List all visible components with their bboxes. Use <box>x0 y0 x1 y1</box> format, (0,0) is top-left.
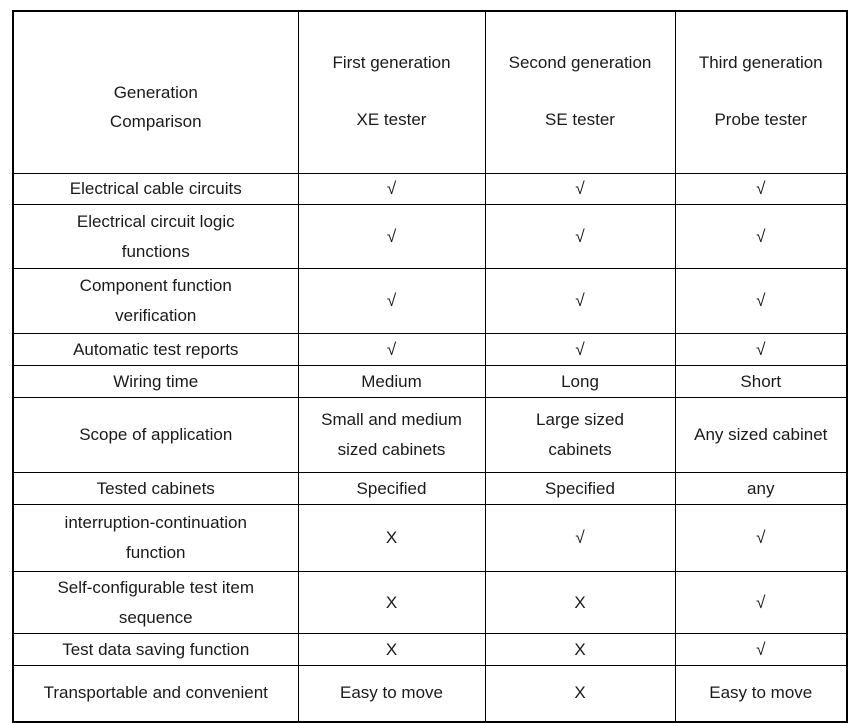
cell-value: √ <box>297 333 486 366</box>
cell-value: √ <box>484 504 676 572</box>
corner-label-line2: Comparison <box>109 112 202 131</box>
table-row: Tested cabinets Specified Specified any <box>12 472 848 505</box>
cell-value: Large sized cabinets <box>484 397 676 473</box>
cell-value: √ <box>674 571 848 634</box>
cell-value: X <box>484 633 676 666</box>
generation-comparison-table: Generation Comparison First generation X… <box>12 10 848 723</box>
row-label: interruption-continuation function <box>12 504 299 572</box>
header-generation-label: Third generation <box>698 53 823 72</box>
table-row: Transportable and convenient Easy to mov… <box>12 665 848 722</box>
cell-value: √ <box>674 633 848 666</box>
table-row: Electrical cable circuits √ √ √ <box>12 173 848 205</box>
cell-value: Specified <box>297 472 486 505</box>
table-row: interruption-continuation function X √ √ <box>12 504 848 572</box>
corner-label-line1: Generation <box>113 83 198 102</box>
cell-value: √ <box>674 333 848 366</box>
table-row: Electrical circuit logic functions √ √ √ <box>12 204 848 269</box>
header-second-generation: Second generation SE tester <box>484 10 676 174</box>
cell-value: X <box>297 504 486 572</box>
row-label: Scope of application <box>12 397 299 473</box>
cell-value: Medium <box>297 365 486 398</box>
cell-value: X <box>484 571 676 634</box>
cell-value: Any sized cabinet <box>674 397 848 473</box>
header-generation-label: Second generation <box>508 53 652 72</box>
cell-value: Small and medium sized cabinets <box>297 397 486 473</box>
row-label: Tested cabinets <box>12 472 299 505</box>
cell-value: √ <box>674 268 848 334</box>
cell-value: any <box>674 472 848 505</box>
cell-value: √ <box>297 204 486 269</box>
cell-value: Long <box>484 365 676 398</box>
cell-value: √ <box>484 333 676 366</box>
cell-value: √ <box>484 268 676 334</box>
table-row: Component function verification √ √ √ <box>12 268 848 334</box>
table-row: Test data saving function X X √ <box>12 633 848 666</box>
row-label: Transportable and convenient <box>12 665 299 722</box>
row-label: Automatic test reports <box>12 333 299 366</box>
row-label: Electrical cable circuits <box>12 173 299 205</box>
header-first-generation: First generation XE tester <box>297 10 486 174</box>
header-tester-label: SE tester <box>545 110 615 129</box>
table-row: Wiring time Medium Long Short <box>12 365 848 398</box>
cell-value: X <box>297 571 486 634</box>
cell-value: Easy to move <box>297 665 486 722</box>
row-label: Self-configurable test item sequence <box>12 571 299 634</box>
header-third-generation: Third generation Probe tester <box>674 10 848 174</box>
header-tester-label: XE tester <box>356 110 427 129</box>
row-label: Test data saving function <box>12 633 299 666</box>
header-corner-cell: Generation Comparison <box>12 10 299 174</box>
row-label: Wiring time <box>12 365 299 398</box>
generation-comparison-table-wrap: Generation Comparison First generation X… <box>12 10 848 723</box>
cell-value: Easy to move <box>674 665 848 722</box>
table-row: Scope of application Small and medium si… <box>12 397 848 473</box>
cell-value: X <box>297 633 486 666</box>
cell-value: √ <box>674 504 848 572</box>
cell-value: √ <box>297 268 486 334</box>
cell-value: √ <box>484 173 676 205</box>
header-tester-label: Probe tester <box>714 110 808 129</box>
header-generation-label: First generation <box>332 53 451 72</box>
row-label: Component function verification <box>12 268 299 334</box>
cell-value: Specified <box>484 472 676 505</box>
cell-value: Short <box>674 365 848 398</box>
table-row: Automatic test reports √ √ √ <box>12 333 848 366</box>
cell-value: √ <box>484 204 676 269</box>
cell-value: √ <box>674 204 848 269</box>
cell-value: √ <box>297 173 486 205</box>
row-label: Electrical circuit logic functions <box>12 204 299 269</box>
table-row: Self-configurable test item sequence X X… <box>12 571 848 634</box>
cell-value: X <box>484 665 676 722</box>
header-row: Generation Comparison First generation X… <box>12 10 848 174</box>
cell-value: √ <box>674 173 848 205</box>
